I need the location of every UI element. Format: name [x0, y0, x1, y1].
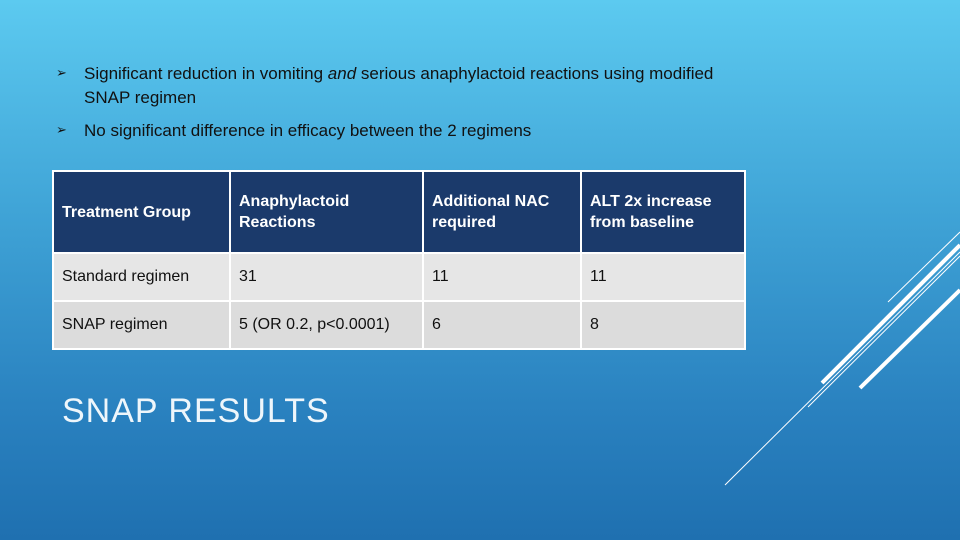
- bullet: ➢ Significant reduction in vomiting and s…: [56, 62, 724, 110]
- bullet-text: and: [327, 64, 357, 83]
- table-cell: 8: [580, 300, 746, 350]
- bullet-icon: ➢: [56, 66, 67, 81]
- table-cell: Standard regimen: [52, 252, 231, 302]
- deco-line: [807, 255, 960, 408]
- slide-title: SNAP RESULTS: [62, 392, 330, 430]
- table-cell: 6: [422, 300, 582, 350]
- header-cell: ALT 2x increase from baseline: [580, 170, 746, 254]
- bullet-icon: ➢: [56, 123, 67, 138]
- results-table: Treatment Group Anaphylactoid Reactions Ad…: [52, 170, 746, 350]
- bullet-text: No significant difference in efficacy be…: [84, 121, 532, 140]
- table-row: SNAP regimen 5 (OR 0.2, p<0.0001) 6 8: [52, 300, 746, 350]
- bullet-text: serious anaphylactoid reactions using mo…: [84, 64, 714, 107]
- deco-line: [724, 251, 960, 486]
- bullet: ➢ No significant difference in efficacy b…: [56, 119, 724, 143]
- header-cell: Anaphylactoid Reactions: [229, 170, 424, 254]
- table-cell: 31: [229, 252, 424, 302]
- deco-line: [858, 288, 960, 390]
- header-cell: Additional NAC required: [422, 170, 582, 254]
- deco-line: [887, 231, 960, 303]
- table-cell: 11: [580, 252, 746, 302]
- header-row: Treatment Group Anaphylactoid Reactions Ad…: [52, 170, 746, 254]
- table-row: Standard regimen 31 11 11: [52, 252, 746, 302]
- bullet-text: Significant reduction in vomiting: [84, 64, 328, 83]
- table-cell: 11: [422, 252, 582, 302]
- header-cell: Treatment Group: [52, 170, 231, 254]
- table-cell: 5 (OR 0.2, p<0.0001): [229, 300, 424, 350]
- table-cell: SNAP regimen: [52, 300, 231, 350]
- deco-line: [820, 243, 960, 385]
